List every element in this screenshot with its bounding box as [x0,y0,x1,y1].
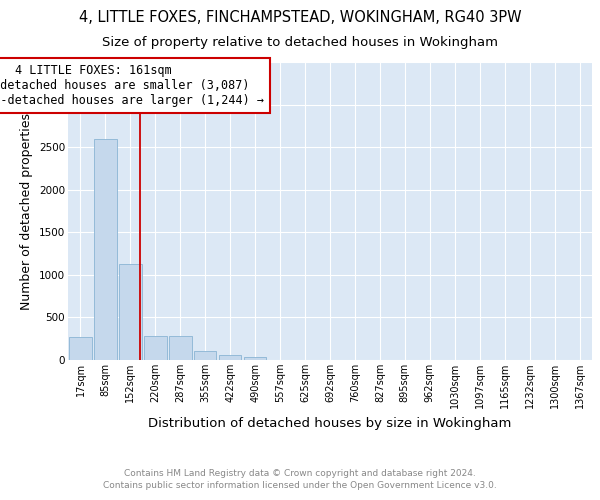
Bar [144,336,167,360]
Text: Size of property relative to detached houses in Wokingham: Size of property relative to detached ho… [102,36,498,49]
Text: Contains HM Land Registry data © Crown copyright and database right 2024.
Contai: Contains HM Land Registry data © Crown c… [103,469,497,490]
Y-axis label: Number of detached properties: Number of detached properties [20,112,34,310]
Bar [169,336,191,360]
Bar [119,264,142,360]
Text: 4, LITTLE FOXES, FINCHAMPSTEAD, WOKINGHAM, RG40 3PW: 4, LITTLE FOXES, FINCHAMPSTEAD, WOKINGHA… [79,10,521,25]
Bar [244,357,266,360]
Bar [69,337,92,360]
X-axis label: Distribution of detached houses by size in Wokingham: Distribution of detached houses by size … [148,416,512,430]
Bar [94,138,116,360]
Text: 4 LITTLE FOXES: 161sqm
← 71% of detached houses are smaller (3,087)
29% of semi-: 4 LITTLE FOXES: 161sqm ← 71% of detached… [0,64,264,106]
Bar [219,356,241,360]
Bar [194,352,217,360]
